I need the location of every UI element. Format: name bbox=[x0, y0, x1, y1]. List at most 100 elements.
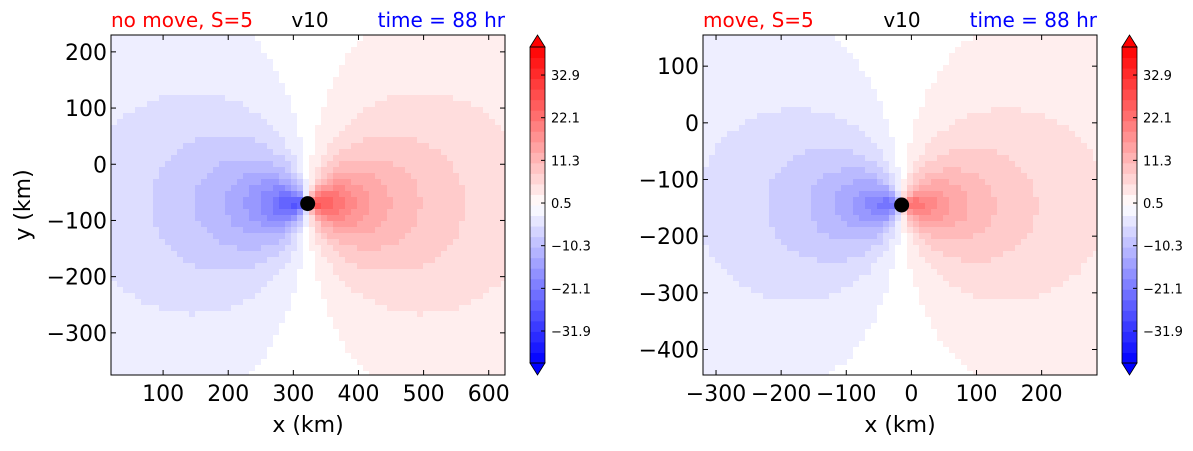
y-tick-label: −200 bbox=[47, 266, 107, 291]
colorbar-tick-label: −10.3 bbox=[1143, 240, 1183, 255]
y-tick-label: 0 bbox=[93, 153, 107, 178]
x-tick-label: 100 bbox=[956, 382, 998, 407]
colorbar-level bbox=[530, 352, 545, 363]
colorbar-level bbox=[1122, 100, 1137, 111]
x-axis-label: x (km) bbox=[864, 413, 935, 438]
colorbar-level bbox=[530, 173, 545, 184]
colorbar-level bbox=[530, 47, 545, 58]
colorbar-level bbox=[1122, 163, 1137, 174]
colorbar-level bbox=[1122, 131, 1137, 142]
colorbar-level bbox=[530, 247, 545, 258]
colorbar-level bbox=[1122, 321, 1137, 332]
x-tick-label: −300 bbox=[686, 382, 746, 407]
y-tick-label: −100 bbox=[639, 169, 699, 194]
colorbar-tick-label: −21.1 bbox=[1143, 282, 1183, 297]
y-tick-label: 0 bbox=[685, 112, 699, 137]
title-center: v10 bbox=[883, 8, 920, 32]
colorbar-level bbox=[530, 342, 545, 353]
x-tick-label: 400 bbox=[337, 382, 379, 407]
center-marker bbox=[300, 196, 315, 211]
x-tick-label: 200 bbox=[1021, 382, 1063, 407]
y-axis-label: y (km) bbox=[11, 169, 36, 240]
x-tick-label: 300 bbox=[272, 382, 314, 407]
colorbar-level bbox=[1122, 226, 1137, 237]
colorbar-level bbox=[530, 289, 545, 300]
x-tick-label: 200 bbox=[207, 382, 249, 407]
colorbar-level bbox=[1122, 47, 1137, 58]
colorbar-level bbox=[1122, 205, 1137, 216]
colorbar-level bbox=[530, 68, 545, 79]
x-tick-label: 100 bbox=[142, 382, 184, 407]
colorbar-tick-label: −31.9 bbox=[1143, 325, 1183, 340]
colorbar-level bbox=[1122, 216, 1137, 227]
colorbar-level bbox=[1122, 289, 1137, 300]
colorbar-tick-label: 22.1 bbox=[1143, 112, 1172, 127]
colorbar-level bbox=[530, 331, 545, 342]
colorbar-level bbox=[1122, 79, 1137, 90]
colorbar-level bbox=[1122, 331, 1137, 342]
colorbar-level bbox=[530, 268, 545, 279]
colorbar-level bbox=[1122, 184, 1137, 195]
x-tick-label: 600 bbox=[468, 382, 510, 407]
colorbar-tick-label: 0.5 bbox=[551, 197, 572, 212]
colorbar-level bbox=[1122, 121, 1137, 132]
colorbar-level bbox=[1122, 58, 1137, 69]
y-tick-label: −400 bbox=[639, 339, 699, 364]
colorbar-level bbox=[1122, 173, 1137, 184]
title-right: time = 88 hr bbox=[378, 8, 506, 32]
colorbar-extend-min bbox=[530, 363, 545, 375]
colorbar-level bbox=[530, 184, 545, 195]
colorbar: 32.9 22.1 11.3 0.5 −10.3 −21.1 −31.9 bbox=[1122, 35, 1183, 375]
y-tick-label: 100 bbox=[65, 97, 107, 122]
colorbar-level bbox=[530, 321, 545, 332]
title-left: move, S=5 bbox=[703, 8, 814, 32]
colorbar-level bbox=[1122, 342, 1137, 353]
colorbar-level bbox=[530, 216, 545, 227]
colorbar-tick-label: 0.5 bbox=[1143, 197, 1164, 212]
colorbar: 32.922.111.30.5−10.3−21.1−31.9 bbox=[530, 35, 591, 375]
colorbar-level bbox=[530, 258, 545, 269]
y-tick-label: −300 bbox=[639, 282, 699, 307]
colorbar-level bbox=[530, 58, 545, 69]
title-right: time = 88 hr bbox=[970, 8, 1098, 32]
colorbar-level bbox=[530, 152, 545, 163]
x-tick-label: −100 bbox=[816, 382, 876, 407]
colorbar-tick-label: 22.1 bbox=[551, 112, 580, 127]
colorbar-level bbox=[1122, 142, 1137, 153]
x-tick-label: 500 bbox=[403, 382, 445, 407]
y-tick-label: −100 bbox=[47, 209, 107, 234]
colorbar-extend-max bbox=[530, 35, 545, 47]
colorbar-extend-min bbox=[1122, 363, 1137, 375]
colorbar-level bbox=[530, 163, 545, 174]
colorbar-level bbox=[1122, 300, 1137, 311]
colorbar-level bbox=[530, 100, 545, 111]
colorbar-tick-label: 11.3 bbox=[1143, 154, 1172, 169]
colorbar-level bbox=[530, 226, 545, 237]
colorbar-level bbox=[530, 194, 545, 205]
colorbar-tick-label: 32.9 bbox=[1143, 69, 1172, 84]
colorbar-tick-label: −21.1 bbox=[551, 282, 591, 297]
colorbar-level bbox=[530, 110, 545, 121]
x-axis-label: x (km) bbox=[272, 413, 343, 438]
colorbar-level bbox=[530, 142, 545, 153]
colorbar-level bbox=[530, 310, 545, 321]
colorbar-level bbox=[1122, 110, 1137, 121]
x-tick-label: 0 bbox=[904, 382, 918, 407]
colorbar-level bbox=[530, 121, 545, 132]
y-tick-label: 100 bbox=[657, 55, 699, 80]
colorbar-level bbox=[530, 205, 545, 216]
colorbar-level bbox=[530, 79, 545, 90]
colorbar-extend-max bbox=[1122, 35, 1137, 47]
colorbar-level bbox=[1122, 310, 1137, 321]
colorbar-tick-label: −10.3 bbox=[551, 240, 591, 255]
colorbar-tick-label: −31.9 bbox=[551, 325, 591, 340]
colorbar-level bbox=[530, 89, 545, 100]
colorbar-level bbox=[530, 131, 545, 142]
y-tick-label: 200 bbox=[65, 41, 107, 66]
center-marker bbox=[894, 198, 909, 213]
colorbar-level bbox=[1122, 152, 1137, 163]
